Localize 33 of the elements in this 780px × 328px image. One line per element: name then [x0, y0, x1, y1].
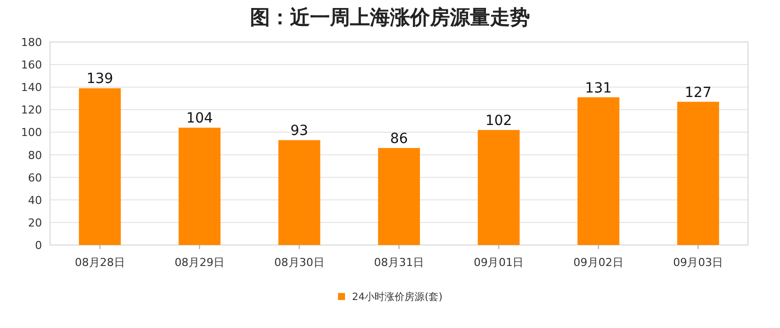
bar	[577, 97, 620, 245]
y-tick-label: 0	[35, 239, 42, 252]
y-tick-label: 180	[21, 36, 42, 49]
data-label: 131	[585, 80, 612, 96]
x-tick-label: 08月28日	[74, 256, 125, 269]
y-tick-label: 20	[28, 216, 42, 230]
chart-title: 图：近一周上海涨价房源量走势	[250, 5, 530, 29]
x-tick-label: 09月01日	[474, 256, 524, 269]
y-tick-label: 120	[21, 104, 42, 117]
bar	[178, 128, 221, 245]
data-label: 127	[684, 84, 712, 101]
y-tick-label: 140	[21, 81, 42, 94]
bar	[278, 140, 320, 245]
x-tick-label: 08月31日	[374, 256, 424, 269]
data-label: 139	[86, 71, 114, 88]
bar	[378, 148, 420, 245]
data-label: 102	[485, 112, 512, 129]
y-tick-label: 160	[21, 58, 42, 72]
x-tick-label: 09月02日	[573, 256, 624, 269]
x-tick-label: 09月03日	[673, 256, 724, 269]
bar	[677, 102, 720, 245]
data-label: 86	[390, 131, 408, 148]
y-tick-label: 60	[28, 171, 42, 184]
y-tick-label: 100	[21, 126, 42, 140]
x-tick-label: 08月29日	[174, 256, 225, 269]
x-tick-label: 08月30日	[274, 256, 324, 269]
y-tick-label: 80	[28, 148, 42, 162]
bar	[478, 130, 520, 245]
data-label: 93	[290, 123, 308, 140]
legend-label: 24小时涨价房源(套)	[352, 291, 443, 303]
data-label: 104	[186, 110, 214, 127]
y-tick-label: 40	[28, 194, 42, 207]
bar	[78, 88, 121, 245]
